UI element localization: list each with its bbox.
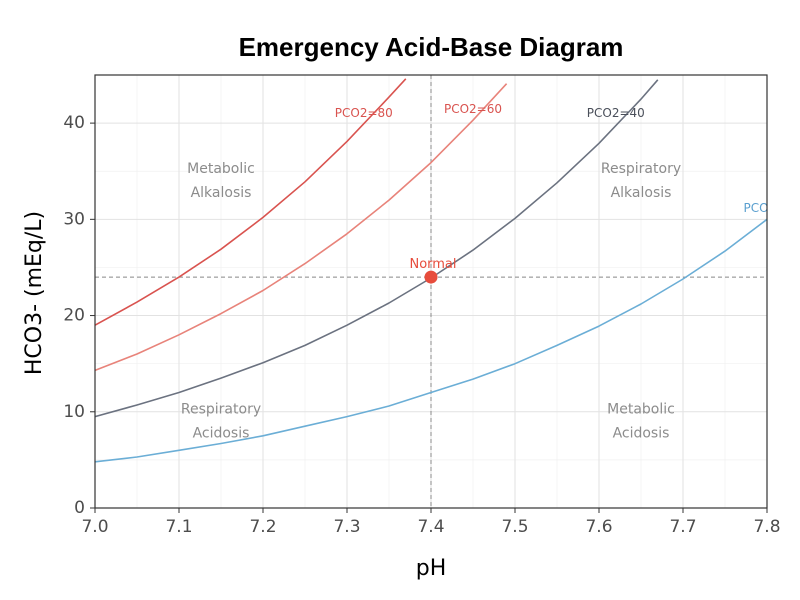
series-line-pco2-60: [94, 83, 508, 372]
y-tick-label: 40: [63, 113, 85, 133]
y-tick-label: 30: [63, 209, 85, 229]
series-line-pco: [94, 218, 768, 463]
series-group: [94, 78, 768, 463]
series-line-pco2-80: [94, 78, 407, 326]
x-tick-label: 7.8: [753, 517, 780, 537]
curve-label: PCO: [744, 201, 769, 215]
x-tick-label: 7.1: [165, 517, 192, 537]
x-axis-label: pH: [416, 556, 447, 581]
normal-point: [424, 270, 438, 284]
y-axis: 0 10 20 30 40: [63, 113, 95, 518]
curve-label: PCO2=80: [335, 106, 393, 120]
normal-point-group: Normal: [409, 257, 457, 284]
region-label-respiratory-alkalosis: Respiratory: [601, 161, 681, 177]
x-tick-label: 7.3: [333, 517, 360, 537]
x-tick-label: 7.7: [669, 517, 696, 537]
x-tick-label: 7.6: [585, 517, 612, 537]
y-tick-label: 0: [74, 498, 85, 518]
chart-title: Emergency Acid-Base Diagram: [239, 32, 624, 62]
y-tick-label: 10: [63, 402, 85, 422]
series-line-pco2-40: [94, 79, 659, 418]
curve-label: PCO2=40: [587, 106, 645, 120]
region-label-metabolic-alkalosis: Alkalosis: [191, 185, 252, 201]
region-label-respiratory-acidosis: Respiratory: [181, 402, 261, 418]
x-tick-label: 7.2: [249, 517, 276, 537]
normal-point-label: Normal: [409, 257, 456, 272]
region-label-respiratory-alkalosis: Alkalosis: [611, 185, 672, 201]
x-tick-label: 7.0: [81, 517, 108, 537]
y-tick-label: 20: [63, 306, 85, 326]
region-label-metabolic-acidosis: Metabolic: [607, 402, 675, 418]
region-labels: Metabolic Alkalosis Respiratory Alkalosis Re…: [181, 161, 681, 442]
region-label-metabolic-acidosis: Acidosis: [613, 426, 670, 442]
region-label-metabolic-alkalosis: Metabolic: [187, 161, 255, 177]
x-axis: 7.0 7.1 7.2 7.3 7.4 7.5 7.6 7.7 7.8: [81, 508, 781, 537]
x-tick-label: 7.5: [501, 517, 528, 537]
x-tick-label: 7.4: [417, 517, 444, 537]
region-label-respiratory-acidosis: Acidosis: [193, 426, 250, 442]
y-axis-label: HCO3- (mEq/L): [22, 211, 47, 375]
curve-labels: PCO2=80 PCO2=60 PCO2=40 PCO: [335, 102, 769, 215]
curve-label: PCO2=60: [444, 102, 502, 116]
